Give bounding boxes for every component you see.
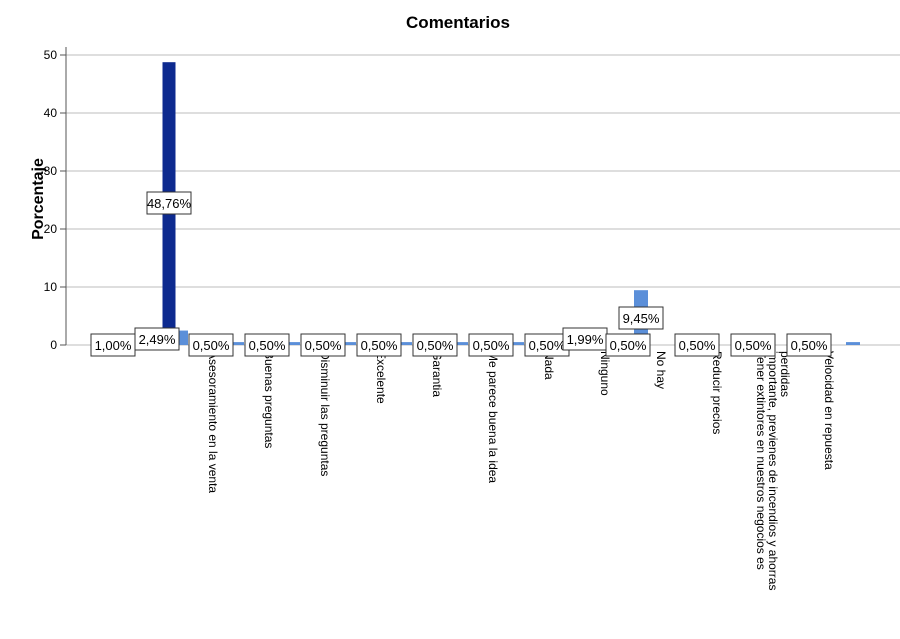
data-label-text: 0,50% — [791, 338, 828, 353]
bar — [454, 342, 468, 345]
data-label: 0,50% — [412, 333, 458, 357]
category-label: Nada — [542, 351, 556, 380]
data-label-text: 0,50% — [473, 338, 510, 353]
data-label: 0,50% — [524, 333, 570, 357]
data-label-text: 0,50% — [193, 338, 230, 353]
data-label: 0,50% — [605, 333, 651, 357]
category-label: Reducir precios — [710, 351, 724, 434]
category-label: Velocidad en repuesta — [822, 351, 836, 470]
data-label-text: 0,50% — [529, 338, 566, 353]
y-tick-label: 30 — [44, 164, 58, 178]
data-label-box — [300, 333, 346, 357]
data-label: 9,45% — [618, 306, 664, 330]
data-label-box — [412, 333, 458, 357]
data-label-box — [786, 333, 832, 357]
data-label: 0,50% — [188, 333, 234, 357]
category-label: Ninguno — [598, 351, 612, 396]
bar — [846, 342, 860, 345]
data-label-box — [730, 333, 776, 357]
category-label: No hay — [654, 351, 668, 389]
y-tick-label: 10 — [44, 280, 58, 294]
bar — [230, 342, 244, 345]
data-label-box — [134, 327, 180, 351]
data-label-text: 0,50% — [361, 338, 398, 353]
category-labels: Asesoramiento en la venta Buenas pregunta… — [206, 351, 836, 590]
data-label: 0,50% — [356, 333, 402, 357]
y-tick-label: 0 — [50, 338, 57, 352]
data-label: 1,00% — [90, 333, 136, 357]
data-label-text: 1,00% — [95, 338, 132, 353]
data-label-box — [674, 333, 720, 357]
data-label-text: 9,45% — [623, 311, 660, 326]
data-label-text: 0,50% — [735, 338, 772, 353]
category-label: Disminuir las preguntas — [318, 351, 332, 476]
data-label-text: 0,50% — [610, 338, 647, 353]
data-label: 0,50% — [730, 333, 776, 357]
category-label: Excelente — [374, 351, 388, 404]
y-tick-label: 50 — [44, 48, 58, 62]
category-label: importante, previenes de incendios y aho… — [766, 351, 780, 590]
chart-title: Comentarios — [406, 13, 510, 32]
data-label-box — [356, 333, 402, 357]
data-label: 0,50% — [300, 333, 346, 357]
bar — [342, 342, 356, 345]
data-label-text: 0,50% — [305, 338, 342, 353]
data-label-box — [146, 191, 192, 215]
y-tick-label: 40 — [44, 106, 58, 120]
category-label: Garantia — [430, 351, 444, 397]
data-label-box — [244, 333, 290, 357]
y-axis-label: Porcentaje — [30, 158, 47, 240]
category-label: Buenas preguntas — [262, 351, 276, 448]
data-label-text: 2,49% — [139, 332, 176, 347]
data-label-box — [468, 333, 514, 357]
data-label-box — [605, 333, 651, 357]
data-label: 0,50% — [244, 333, 290, 357]
data-label: 0,50% — [468, 333, 514, 357]
data-label-text: 0,50% — [417, 338, 454, 353]
bars — [106, 62, 860, 345]
category-label: Me parece buena la idea — [486, 351, 500, 483]
data-label: 0,50% — [786, 333, 832, 357]
bar — [398, 342, 412, 345]
data-labels: 1,00% 48,76% 2,49% 0,50% 0,50% 0,50% 0,50% 0,50… — [90, 191, 832, 357]
category-label: Asesoramiento en la venta — [206, 351, 220, 493]
category-label: perdidas — [778, 351, 792, 397]
data-label: 48,76% — [146, 191, 192, 215]
data-label-text: 1,99% — [567, 332, 604, 347]
data-label-text: 0,50% — [679, 338, 716, 353]
bar — [286, 342, 300, 345]
data-label: 1,99% — [562, 327, 608, 351]
data-label-box — [188, 333, 234, 357]
data-label: 0,50% — [674, 333, 720, 357]
data-label: 2,49% — [134, 327, 180, 351]
axes: 0 10 20 30 40 50 — [44, 47, 67, 352]
bar — [510, 342, 524, 345]
data-label-text: 48,76% — [147, 196, 192, 211]
category-label: Tener extintores en nuestros negocios es — [754, 351, 768, 570]
data-label-text: 0,50% — [249, 338, 286, 353]
data-label-box — [618, 306, 664, 330]
y-tick-label: 20 — [44, 222, 58, 236]
